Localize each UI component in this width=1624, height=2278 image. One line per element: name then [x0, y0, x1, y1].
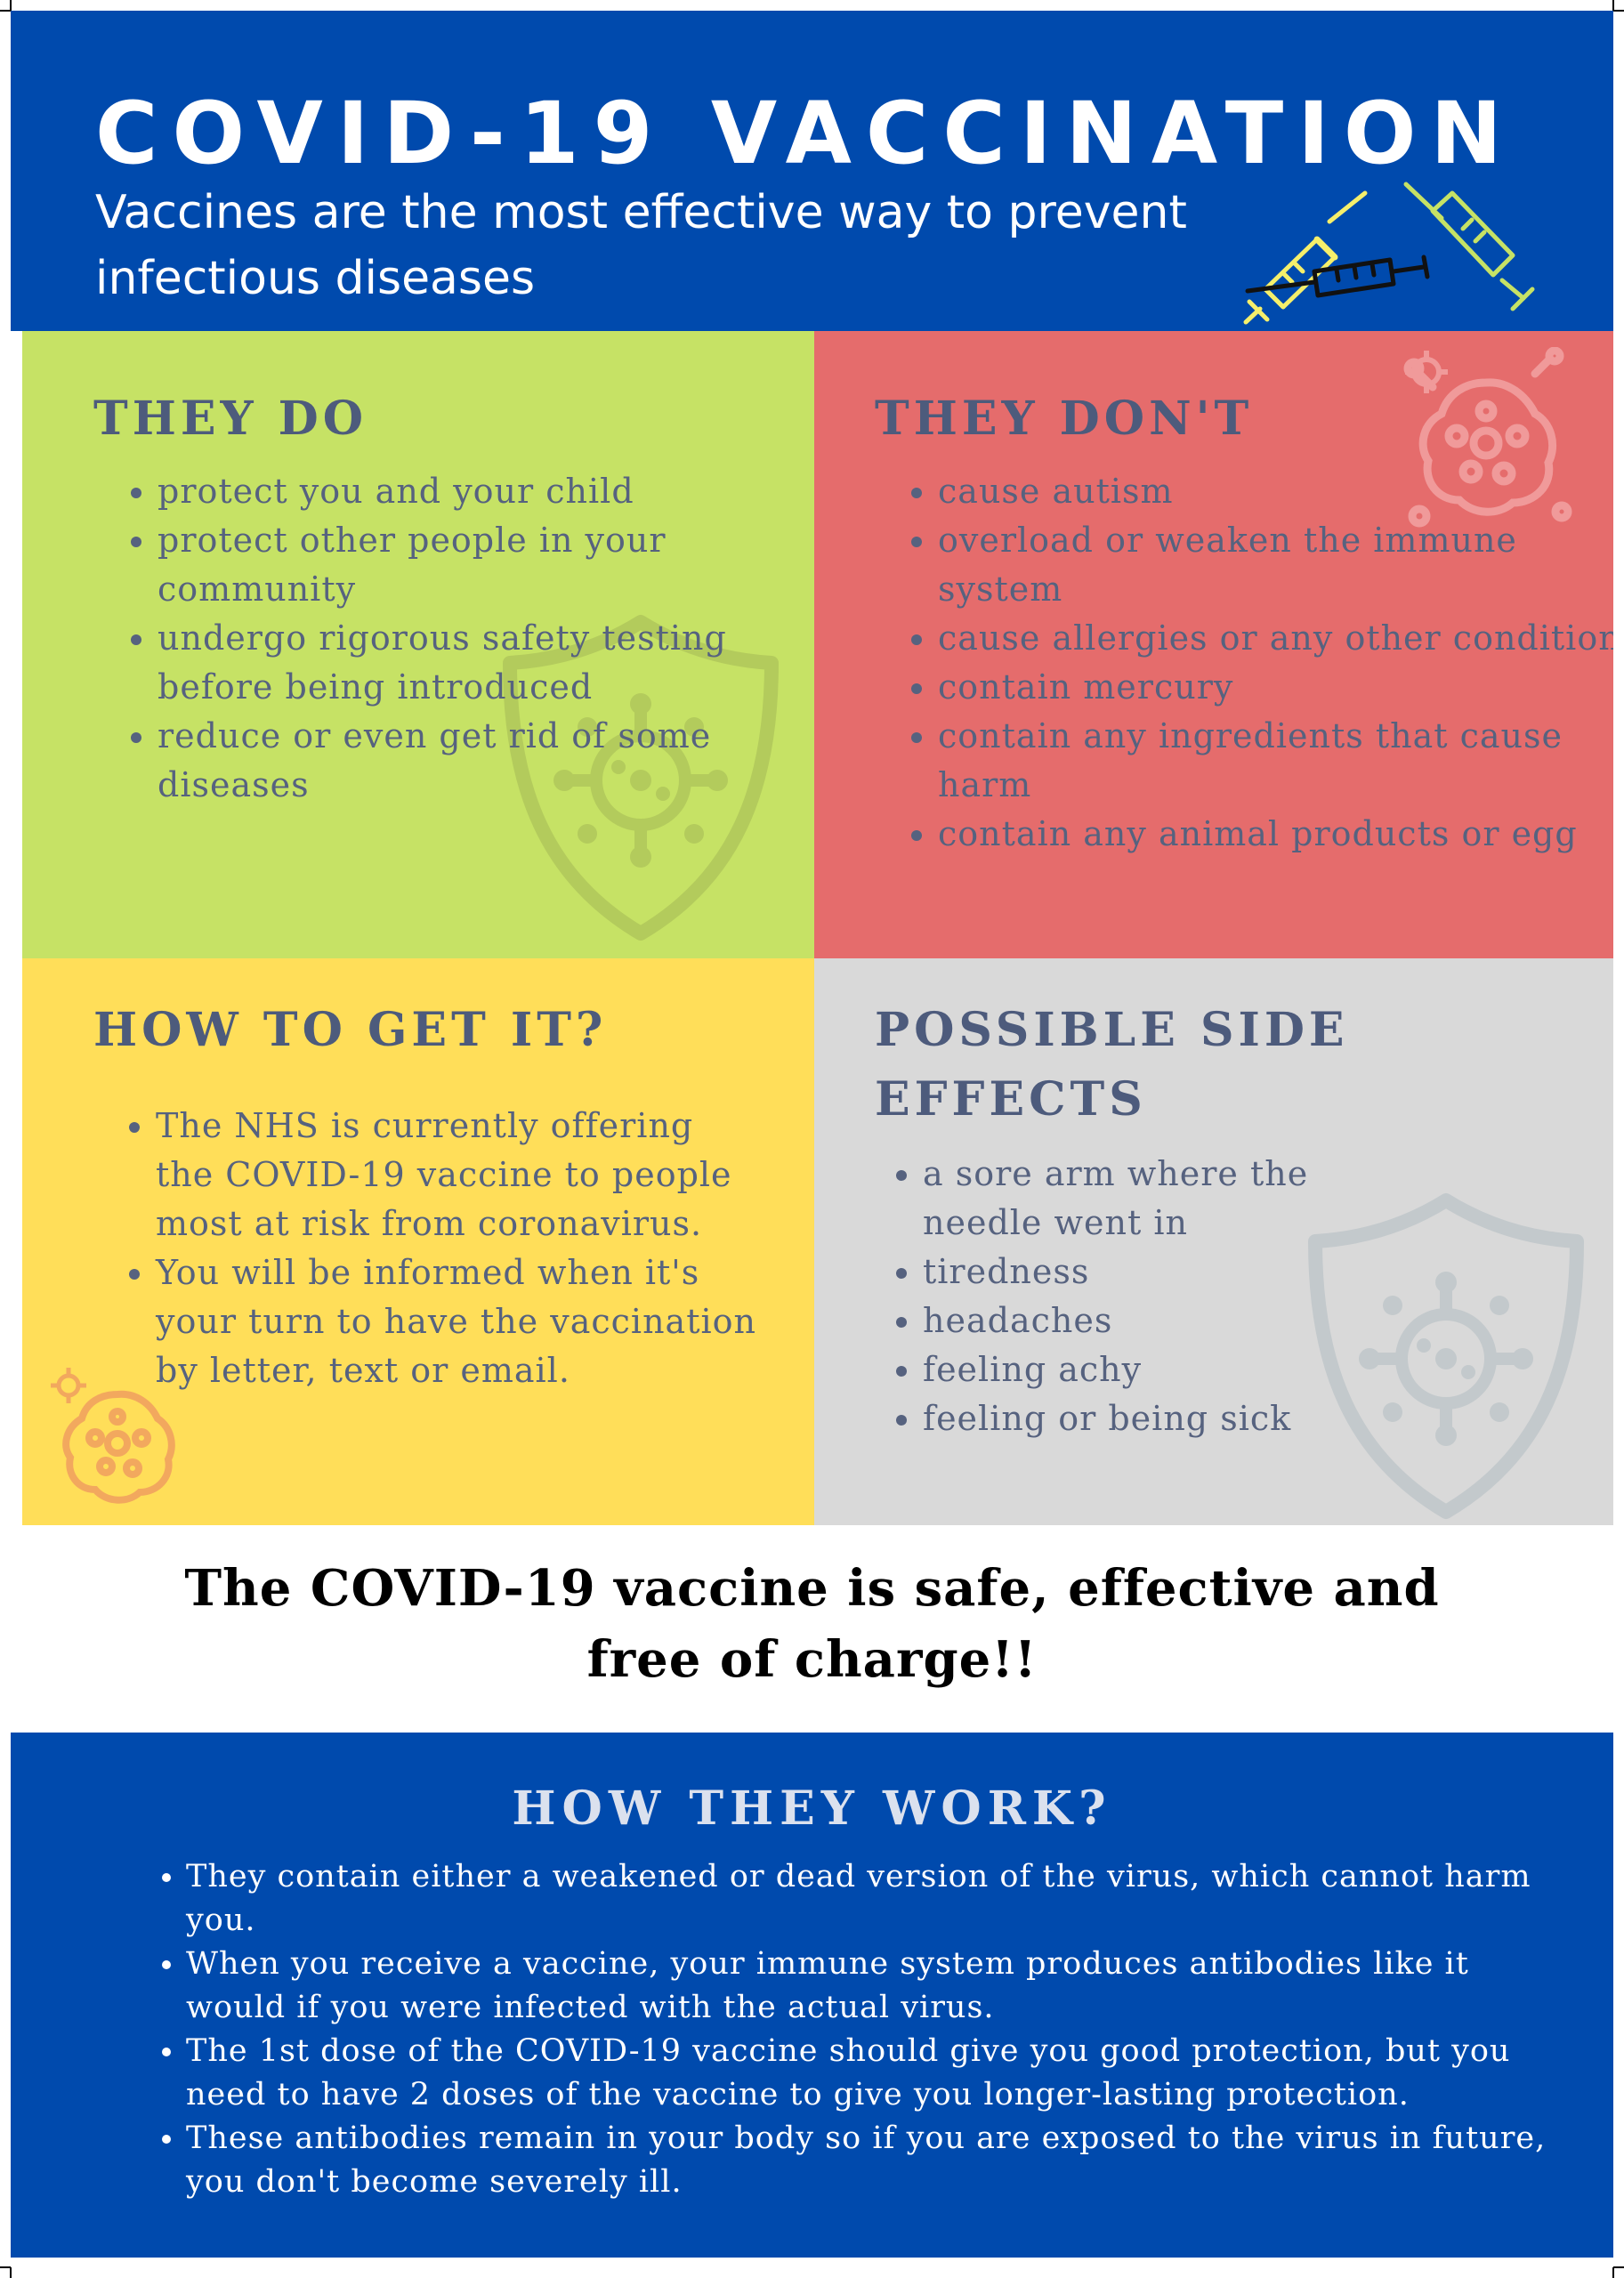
list-item: They contain either a weakened or dead v… [186, 1855, 1574, 1943]
list-item: undergo rigorous safety testing before b… [158, 614, 780, 712]
page-subtitle: Vaccines are the most effective way to p… [95, 186, 1187, 305]
list-item: a sore arm where the needle went in [923, 1150, 1386, 1248]
side-effects-panel: POSSIBLE SIDE EFFECTS a sore arm where t… [814, 958, 1613, 1525]
tagline: The COVID-19 vaccine is safe, effective … [184, 1559, 1440, 1689]
list-item: When you receive a vaccine, your immune … [186, 1943, 1574, 2030]
list-item: The NHS is currently offering the COVID-… [156, 1102, 761, 1248]
side-effects-heading: POSSIBLE SIDE EFFECTS [875, 1003, 1349, 1127]
crop-mark [0, 10, 11, 12]
they-dont-panel: THEY DON'T cause autism overload or weak… [814, 331, 1613, 958]
list-item: protect you and your child [158, 467, 780, 516]
how-to-get-heading: HOW TO GET IT? [93, 1003, 608, 1057]
crop-mark [10, 2267, 12, 2278]
list-item: The 1st dose of the COVID-19 vaccine sho… [186, 2030, 1574, 2117]
list-item: headaches [923, 1297, 1386, 1345]
how-they-work-section: HOW THEY WORK? They contain either a wea… [11, 1733, 1613, 2258]
list-item: These antibodies remain in your body so … [186, 2117, 1574, 2204]
list-item: contain mercury [938, 663, 1613, 712]
list-item: You will be informed when it's your turn… [156, 1248, 761, 1395]
list-item: feeling or being sick [923, 1394, 1386, 1443]
they-do-heading: THEY DO [93, 392, 368, 446]
list-item: cause autism [938, 467, 1613, 516]
crop-mark [10, 0, 12, 11]
how-they-work-heading: HOW THEY WORK? [512, 1781, 1112, 1836]
header-banner: COVID-19 VACCINATION Vaccines are the mo… [11, 11, 1613, 331]
virus-icon [51, 1368, 175, 1504]
crop-mark [1612, 0, 1614, 11]
crop-mark [1613, 2266, 1624, 2268]
crop-mark [0, 2266, 11, 2268]
they-do-list: protect you and your child protect other… [120, 467, 780, 810]
how-they-work-list: They contain either a weakened or dead v… [149, 1855, 1574, 2204]
crop-mark [1612, 2267, 1614, 2278]
how-to-get-list: The NHS is currently offering the COVID-… [118, 1102, 761, 1395]
list-item: reduce or even get rid of some diseases [158, 712, 780, 810]
list-item: cause allergies or any other conditions [938, 614, 1613, 663]
list-item: tiredness [923, 1248, 1386, 1297]
virus-icon [1403, 347, 1572, 528]
side-effects-list: a sore arm where the needle went in tire… [885, 1150, 1386, 1443]
list-item: contain any animal products or egg [938, 810, 1613, 859]
they-do-panel: THEY DO protect you and your child prote… [22, 331, 814, 958]
page-title: COVID-19 VACCINATION [95, 84, 1516, 183]
shield-virus-icon [503, 615, 779, 941]
they-dont-heading: THEY DON'T [875, 392, 1254, 446]
crop-mark [1613, 10, 1624, 12]
list-item: protect other people in your community [158, 516, 780, 614]
list-item: feeling achy [923, 1345, 1386, 1394]
how-to-get-panel: HOW TO GET IT? The NHS is currently offe… [22, 958, 814, 1525]
they-dont-list: cause autism overload or weaken the immu… [901, 467, 1613, 859]
list-item: contain any ingredients that cause harm [938, 712, 1613, 810]
syringe-icon [1243, 182, 1535, 325]
list-item: overload or weaken the immune system [938, 516, 1613, 614]
shield-virus-icon [1308, 1193, 1584, 1519]
